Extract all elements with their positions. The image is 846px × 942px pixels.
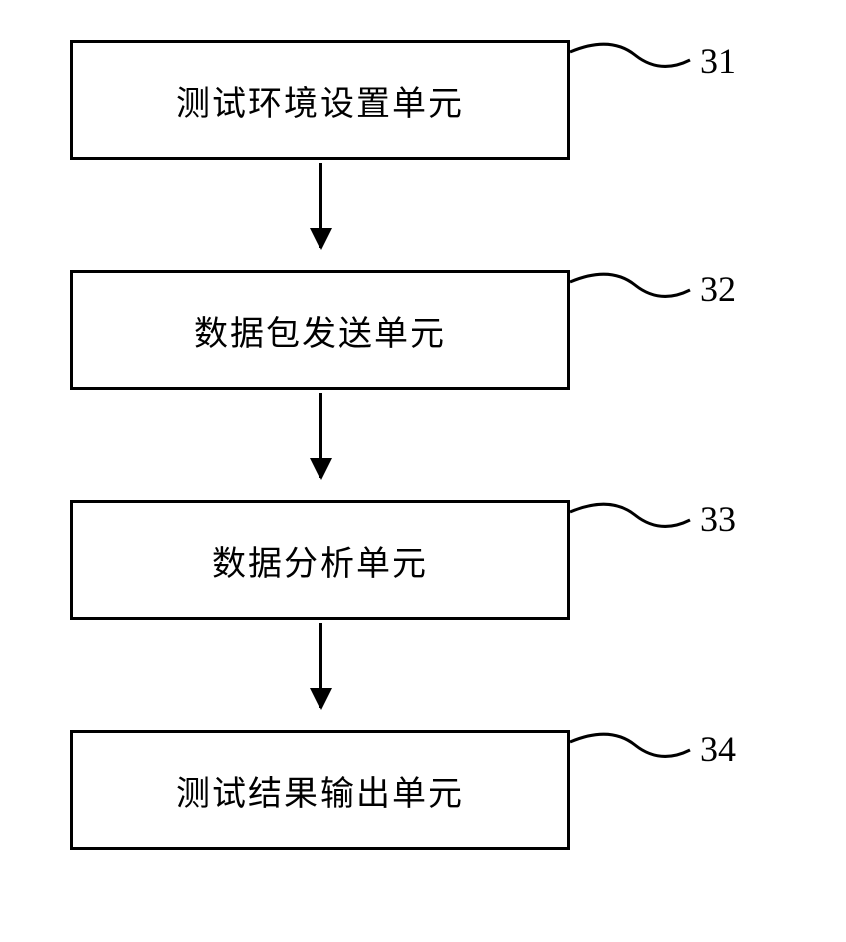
connector-curve <box>570 730 700 780</box>
node-label: 数据分析单元 <box>212 536 428 585</box>
node-number-label: 31 <box>700 40 736 82</box>
node-label: 测试环境设置单元 <box>176 76 464 125</box>
flowchart-arrow <box>319 393 322 478</box>
flowchart-node-3: 数据分析单元 <box>70 500 570 620</box>
node-label: 数据包发送单元 <box>194 306 446 355</box>
flowchart-node-2: 数据包发送单元 <box>70 270 570 390</box>
node-number-label: 33 <box>700 498 736 540</box>
flowchart-arrow <box>319 163 322 248</box>
flowchart-node-1: 测试环境设置单元 <box>70 40 570 160</box>
node-number-label: 34 <box>700 728 736 770</box>
connector-curve <box>570 500 700 550</box>
flowchart-arrow <box>319 623 322 708</box>
connector-curve <box>570 270 700 320</box>
flowchart-node-4: 测试结果输出单元 <box>70 730 570 850</box>
node-label: 测试结果输出单元 <box>176 766 464 815</box>
node-number-label: 32 <box>700 268 736 310</box>
connector-curve <box>570 40 700 90</box>
